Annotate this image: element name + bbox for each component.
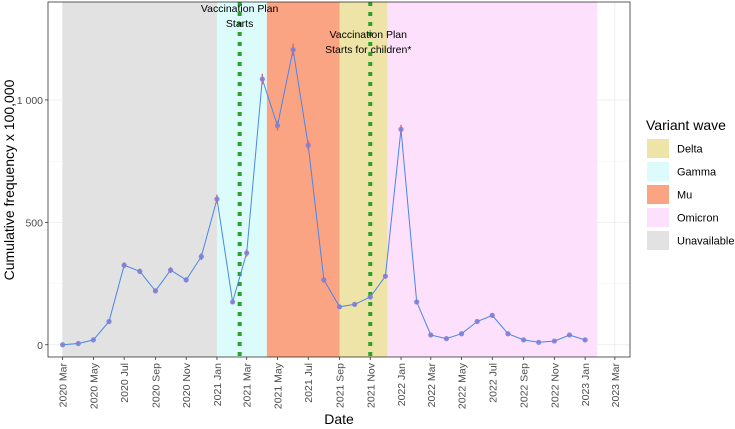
y-axis-title: Cumulative frequency x 100,000 xyxy=(1,79,17,280)
data-point xyxy=(167,267,174,273)
panel-border xyxy=(47,1,631,358)
vaccination-annotation-1-line1: Vaccination Plan xyxy=(201,3,279,15)
legend-label-gamma: Gamma xyxy=(677,167,717,179)
vaccination-annotation-1-line2: Starts xyxy=(226,18,253,30)
legend-label-omicron: Omicron xyxy=(677,213,719,225)
x-tick-label: 2023 Jan xyxy=(580,363,592,406)
x-tick-label: 2020 Mar xyxy=(58,362,70,407)
x-tick-label: 2021 Nov xyxy=(365,362,377,408)
data-point xyxy=(520,337,527,343)
band-mu xyxy=(266,2,340,357)
x-tick-label: 2021 Mar xyxy=(242,362,254,407)
band-delta xyxy=(339,2,388,357)
x-tick-label: 2022 Nov xyxy=(549,362,561,408)
data-point xyxy=(121,262,127,268)
x-tick-label: 2022 May xyxy=(457,362,469,409)
legend: Variant wave Delta Gamma Mu Omicron Unavaila… xyxy=(646,117,734,250)
x-tick-label: 2021 Sep xyxy=(335,363,347,408)
x-tick-label: 2022 Sep xyxy=(519,363,531,408)
data-point xyxy=(352,301,358,307)
data-point xyxy=(183,277,189,283)
x-tick-label: 2022 Mar xyxy=(426,362,438,407)
data-point xyxy=(321,277,327,283)
vaccination-annotation-2-line1: Vaccination Plan xyxy=(330,29,408,41)
x-tick-label: 2023 Mar xyxy=(610,362,622,407)
data-point xyxy=(259,76,265,82)
y-axis: 0 500 1 000 xyxy=(17,95,48,352)
data-point xyxy=(274,123,281,129)
annotations: Vaccination Plan Starts Vaccination Plan St… xyxy=(201,3,412,56)
data-point xyxy=(566,332,573,338)
data-point xyxy=(474,318,480,325)
data-point xyxy=(443,336,450,342)
legend-label-mu: Mu xyxy=(677,190,692,202)
legend-key-omicron xyxy=(647,208,669,227)
data-point xyxy=(336,304,343,310)
data-point xyxy=(489,312,495,318)
data-point xyxy=(229,299,236,305)
legend-key-unavailable xyxy=(647,231,669,250)
data-point xyxy=(428,332,434,338)
data-point xyxy=(367,294,373,300)
data-point xyxy=(305,142,311,148)
y-tick-label: 0 xyxy=(37,340,43,352)
x-tick-label: 2022 Jul xyxy=(487,363,499,403)
legend-key-gamma xyxy=(647,162,669,181)
legend-key-mu xyxy=(647,185,669,204)
x-tick-label: 2020 Nov xyxy=(181,362,193,408)
data-point xyxy=(551,338,557,344)
data-point xyxy=(458,331,465,337)
data-point xyxy=(536,339,542,345)
x-axis-title: Date xyxy=(324,411,354,427)
data-point xyxy=(152,288,159,294)
data-point xyxy=(505,331,511,337)
vaccination-annotation-2-line2: Starts for children* xyxy=(325,44,411,56)
legend-label-delta: Delta xyxy=(677,144,704,156)
legend-title: Variant wave xyxy=(646,117,726,133)
data-point xyxy=(414,299,420,305)
x-tick-label: 2022 Jan xyxy=(396,363,408,406)
data-point xyxy=(290,47,296,53)
x-axis: 2020 Mar 2020 May 2020 Jul 2020 Sep 2020 Nov… xyxy=(58,357,622,409)
x-tick-label: 2020 May xyxy=(88,362,100,409)
data-point xyxy=(198,254,204,260)
band-omicron xyxy=(387,2,598,357)
data-point xyxy=(75,340,81,347)
data-point xyxy=(382,273,388,279)
series-group xyxy=(60,43,588,348)
data-point xyxy=(582,337,588,343)
data-point xyxy=(244,250,250,256)
data-point xyxy=(90,337,96,343)
band-gamma xyxy=(216,2,267,357)
legend-label-unavailable: Unavailable xyxy=(677,236,734,248)
data-point xyxy=(106,318,112,325)
x-tick-label: 2020 Jul xyxy=(119,363,131,403)
y-tick-label: 500 xyxy=(25,217,43,229)
x-tick-label: 2021 Jan xyxy=(212,363,224,406)
y-tick-label: 1 000 xyxy=(17,95,43,107)
band-unavailable xyxy=(62,2,217,357)
x-tick-label: 2021 Jul xyxy=(303,363,315,403)
x-tick-label: 2020 Sep xyxy=(150,363,162,408)
variant-bands xyxy=(62,2,598,357)
data-point xyxy=(214,196,220,202)
data-point xyxy=(60,342,66,348)
data-point xyxy=(137,268,143,274)
data-point xyxy=(398,126,404,132)
legend-key-delta xyxy=(647,139,669,158)
x-tick-label: 2021 May xyxy=(272,362,284,409)
